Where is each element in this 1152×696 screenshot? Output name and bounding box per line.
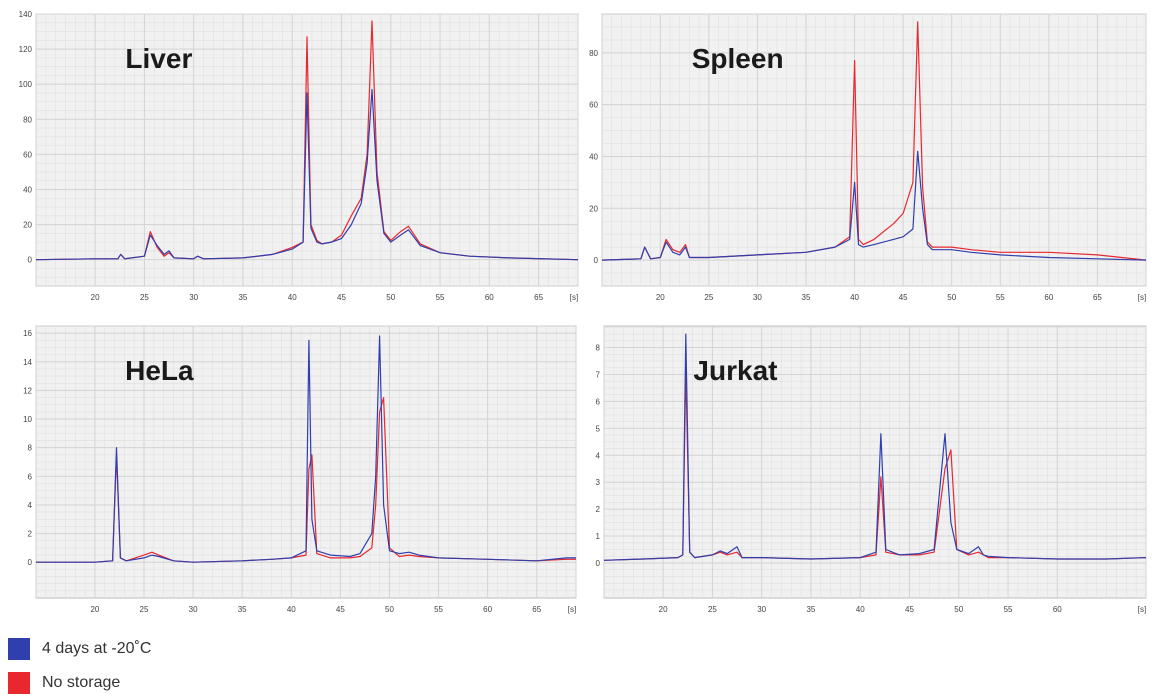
x-tick-label: 55 [436,293,445,302]
chart-title: Spleen [692,43,784,74]
y-tick-label: 80 [589,49,598,58]
x-tick-label: 35 [238,293,247,302]
x-tick-label: 45 [905,605,914,614]
y-tick-label: 10 [23,415,32,424]
y-tick-label: 80 [23,115,32,124]
x-tick-label: 40 [287,605,296,614]
x-tick-label: 25 [140,293,149,302]
y-tick-label: 0 [594,256,599,265]
chart-grid: 20 25 30 35 40 45 50 55 60 65 [s]02040608010012014… [19,10,1147,614]
x-tick-label: 30 [189,605,198,614]
series-line-4-days [36,335,576,563]
x-tick-label: 30 [753,293,762,302]
series-line-no-storage [36,397,576,563]
x-tick-label: 20 [91,293,100,302]
x-tick-label: 55 [434,605,443,614]
y-tick-label: 12 [23,386,32,395]
x-tick-label: 30 [189,293,198,302]
x-tick-label: 65 [534,293,543,302]
x-tick-label: 65 [532,605,541,614]
x-tick-label: 50 [385,605,394,614]
y-tick-label: 100 [19,80,33,89]
x-tick-label: 45 [337,293,346,302]
y-tick-label: 3 [596,478,601,487]
chart-liver: 20 25 30 35 40 45 50 55 60 65 [s] 0 20 40 60 80 100 120 14… [19,10,579,302]
x-axis-unit: [s] [568,605,576,614]
legend-swatch-4-days [8,638,30,660]
x-tick-label: 20 [656,293,665,302]
x-tick-label: 40 [850,293,859,302]
x-tick-label: 55 [996,293,1005,302]
series-line-no-storage [35,20,579,261]
x-tick-label: 25 [708,605,717,614]
x-tick-label: 60 [1044,293,1053,302]
y-tick-label: 8 [596,344,601,353]
x-axis-unit: [s] [1138,605,1146,614]
series-line-4-days [35,88,579,261]
x-tick-label: 55 [1004,605,1013,614]
y-tick-label: 14 [23,358,32,367]
series-line-4-days [603,333,1147,561]
x-tick-label: 50 [386,293,395,302]
y-tick-label: 0 [28,558,33,567]
y-tick-label: 0 [28,256,33,265]
y-tick-label: 4 [596,451,601,460]
y-tick-label: 7 [596,370,601,379]
chart-title: Liver [125,43,192,74]
chart-title: Jurkat [693,355,777,386]
legend-swatch-no-storage [8,672,30,694]
y-tick-label: 140 [19,10,33,19]
x-tick-label: 35 [802,293,811,302]
y-tick-label: 20 [23,221,32,230]
y-tick-label: 20 [589,204,598,213]
y-tick-label: 2 [28,530,33,539]
chart-hela: 20 25 30 35 40 45 50 55 60 65 [s] 0 2 4 6 8 10 12 14 16 HeLa [23,325,577,614]
y-tick-label: 40 [23,185,32,194]
y-tick-label: 60 [23,150,32,159]
y-tick-label: 1 [596,532,601,541]
y-tick-label: 5 [596,424,601,433]
x-axis-unit: [s] [1138,293,1146,302]
series-line-no-storage [601,21,1147,261]
x-tick-label: 25 [140,605,149,614]
legend-item-no-storage: No storage [8,670,308,696]
x-axis-unit: [s] [570,293,578,302]
y-tick-label: 6 [28,472,33,481]
x-tick-label: 60 [1053,605,1062,614]
y-tick-label: 16 [23,329,32,338]
y-tick-label: 60 [589,101,598,110]
x-tick-label: 20 [90,605,99,614]
x-tick-label: 40 [856,605,865,614]
x-tick-label: 60 [483,605,492,614]
x-tick-label: 45 [336,605,345,614]
y-tick-label: 8 [28,444,33,453]
y-tick-label: 6 [596,397,601,406]
legend-label-4-days: 4 days at -20˚C [42,640,152,657]
chart-spleen: 20 25 30 35 40 45 50 55 60 65 [s] 0 20 40 60 80 Spleen [589,13,1147,302]
y-tick-label: 4 [28,501,33,510]
legend-label-no-storage: No storage [42,674,121,691]
x-tick-label: 35 [806,605,815,614]
series-line-4-days [601,150,1147,261]
x-tick-label: 50 [947,293,956,302]
legend-item-4-days: 4 days at -20˚C [8,636,308,662]
y-tick-label: 2 [596,505,601,514]
x-tick-label: 25 [704,293,713,302]
x-tick-label: 35 [238,605,247,614]
x-tick-label: 65 [1093,293,1102,302]
x-tick-label: 45 [899,293,908,302]
x-tick-label: 30 [757,605,766,614]
x-tick-label: 60 [485,293,494,302]
x-tick-label: 20 [659,605,668,614]
x-tick-label: 50 [954,605,963,614]
x-tick-label: 40 [288,293,297,302]
y-tick-label: 40 [589,152,598,161]
chart-title: HeLa [125,355,194,386]
y-tick-label: 120 [19,45,33,54]
y-tick-label: 0 [596,559,601,568]
